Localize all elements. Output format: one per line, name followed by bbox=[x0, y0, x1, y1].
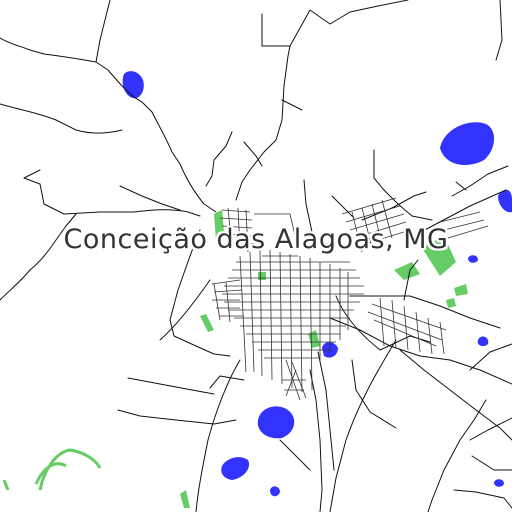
pond-east-2 bbox=[477, 336, 489, 347]
street-grid bbox=[211, 197, 489, 401]
lake-south-2 bbox=[221, 457, 250, 480]
park-center bbox=[308, 330, 320, 348]
park-west-1 bbox=[214, 210, 224, 240]
lake-east-edge bbox=[498, 189, 512, 213]
park-west-2 bbox=[200, 314, 214, 332]
lake-northwest bbox=[122, 71, 144, 99]
park-east-2 bbox=[394, 262, 420, 280]
pond-south bbox=[270, 486, 280, 497]
place-label: Conceição das Alagoas, MG bbox=[63, 224, 449, 255]
park-east-3 bbox=[454, 284, 468, 296]
lake-northeast bbox=[440, 122, 495, 165]
pond-east-1 bbox=[468, 255, 478, 263]
vegetation-strips bbox=[2, 448, 102, 491]
park-east-1 bbox=[422, 236, 456, 276]
water-bodies bbox=[122, 71, 512, 497]
park-south bbox=[180, 490, 190, 508]
park-center-2 bbox=[258, 272, 266, 280]
pond-southeast bbox=[494, 479, 504, 487]
park-east-4 bbox=[446, 298, 456, 308]
lake-south-1 bbox=[257, 406, 295, 439]
